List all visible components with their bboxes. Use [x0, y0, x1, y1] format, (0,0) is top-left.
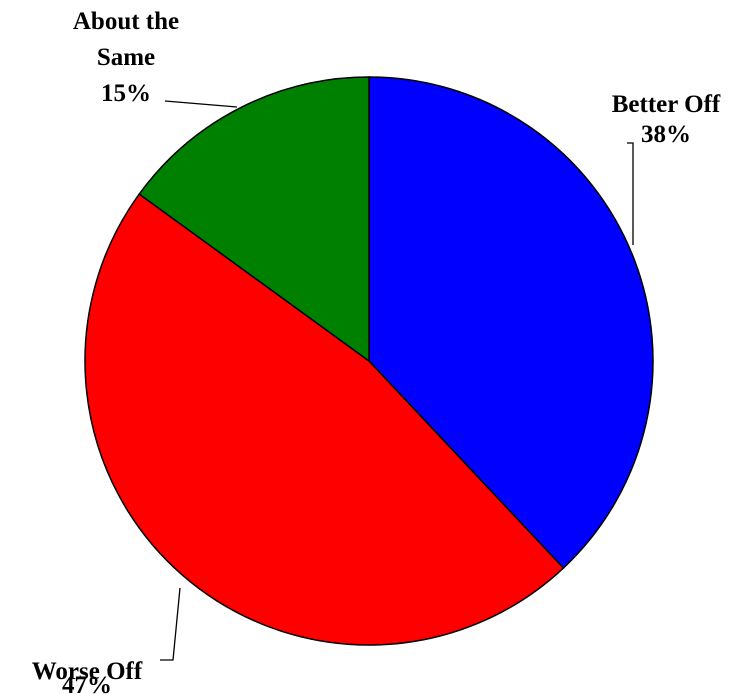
- slice-label-better-off: Better Off: [612, 91, 721, 118]
- leader-line-worse-off: [160, 587, 181, 661]
- slice-value-worse-off: 47%: [62, 672, 112, 694]
- pie-slice-better-off: [368, 76, 654, 570]
- pie-slices: [84, 76, 654, 646]
- pie-slice-about-the-same: [138, 76, 370, 363]
- pie-slice-worse-off: [84, 193, 565, 646]
- leader-line-about-the-same: [164, 100, 238, 108]
- slice-label-about-the-same-line2: Same: [97, 44, 155, 71]
- slice-value-about-the-same: 15%: [101, 80, 151, 107]
- leader-line-better-off: [627, 142, 634, 245]
- slice-label-worse-off: Worse Off: [32, 658, 143, 685]
- slice-value-better-off: 38%: [641, 121, 691, 148]
- slice-label-about-the-same-line1: About the: [73, 8, 179, 35]
